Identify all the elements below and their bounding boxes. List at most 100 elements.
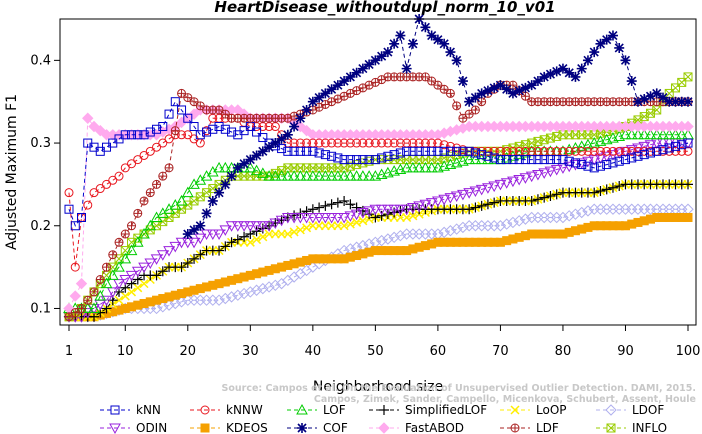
- legend-label: kNN: [136, 403, 161, 417]
- data-point: [139, 130, 149, 140]
- data-point: [400, 204, 413, 216]
- data-point: [658, 145, 668, 155]
- data-point: [170, 97, 180, 107]
- series-line: [68, 76, 689, 318]
- data-point: [577, 146, 587, 156]
- data-point: [345, 71, 356, 82]
- data-point: [257, 146, 268, 157]
- data-point: [664, 143, 674, 153]
- data-point: [314, 138, 324, 148]
- data-point: [332, 170, 344, 181]
- data-point: [677, 140, 687, 150]
- data-point: [139, 196, 149, 206]
- data-point: [614, 156, 624, 166]
- data-point: [225, 291, 238, 303]
- data-point: [110, 405, 120, 415]
- data-point: [239, 231, 250, 242]
- data-point: [325, 212, 338, 224]
- series-kdeos: [64, 212, 693, 322]
- data-point: [175, 237, 188, 249]
- data-point: [551, 66, 562, 77]
- data-point: [520, 155, 530, 165]
- data-point: [470, 105, 480, 115]
- legend-item-loop: LoOP: [500, 403, 567, 417]
- data-point: [676, 96, 687, 107]
- data-point: [525, 171, 538, 183]
- data-point: [382, 47, 393, 58]
- x-tick-label: 50: [367, 344, 384, 359]
- data-point: [133, 155, 143, 165]
- data-point: [125, 244, 138, 256]
- data-point: [508, 155, 518, 165]
- data-point: [200, 405, 210, 415]
- data-point: [282, 274, 294, 287]
- data-point: [200, 423, 210, 433]
- data-point: [589, 47, 600, 58]
- data-point: [206, 229, 219, 241]
- data-point: [289, 121, 300, 132]
- data-point: [327, 151, 337, 161]
- data-point: [601, 184, 612, 195]
- data-point: [333, 138, 343, 148]
- x-tick-label: 70: [492, 344, 509, 359]
- data-point: [378, 422, 390, 434]
- data-point: [526, 195, 537, 206]
- data-point: [683, 138, 693, 148]
- data-point: [620, 55, 631, 66]
- data-point: [632, 96, 643, 107]
- data-point: [519, 173, 532, 184]
- data-point: [545, 190, 556, 201]
- data-point: [683, 212, 693, 222]
- data-point: [677, 77, 687, 87]
- data-point: [152, 142, 162, 152]
- data-point: [627, 153, 637, 163]
- data-point: [175, 194, 188, 206]
- data-point: [69, 290, 81, 302]
- data-point: [252, 235, 262, 245]
- data-point: [651, 88, 662, 99]
- data-point: [213, 161, 225, 173]
- data-point: [339, 138, 349, 148]
- data-point: [120, 291, 130, 301]
- data-point: [350, 170, 363, 181]
- data-point: [483, 151, 493, 161]
- data-point: [377, 138, 387, 148]
- x-tick-label: 60: [430, 344, 447, 359]
- data-point: [607, 30, 618, 41]
- data-point: [469, 186, 482, 198]
- series-line: [69, 208, 688, 318]
- data-point: [326, 84, 337, 95]
- data-point: [83, 295, 93, 305]
- data-point: [577, 160, 587, 170]
- data-point: [194, 233, 207, 245]
- data-point: [294, 212, 307, 224]
- data-point: [201, 208, 212, 219]
- data-point: [470, 92, 481, 103]
- data-point: [432, 196, 444, 207]
- data-point: [144, 258, 157, 270]
- data-point: [302, 146, 312, 156]
- data-point: [379, 405, 389, 415]
- data-point: [563, 210, 575, 222]
- data-point: [494, 220, 507, 232]
- data-point: [219, 161, 232, 173]
- data-point: [364, 209, 375, 220]
- data-point: [301, 104, 312, 115]
- data-point: [602, 160, 612, 170]
- data-point: [545, 155, 555, 165]
- legend-item-odin: ODIN: [100, 421, 167, 434]
- data-point: [502, 155, 512, 165]
- legend-label: LoOP: [536, 403, 567, 417]
- data-point: [257, 223, 268, 234]
- data-point: [427, 76, 437, 86]
- data-point: [507, 176, 519, 188]
- data-point: [125, 270, 138, 282]
- data-point: [438, 226, 450, 239]
- data-point: [564, 156, 574, 166]
- data-point: [433, 80, 443, 90]
- data-point: [263, 221, 275, 232]
- data-point: [109, 423, 121, 434]
- data-point: [552, 155, 562, 165]
- data-point: [294, 170, 307, 181]
